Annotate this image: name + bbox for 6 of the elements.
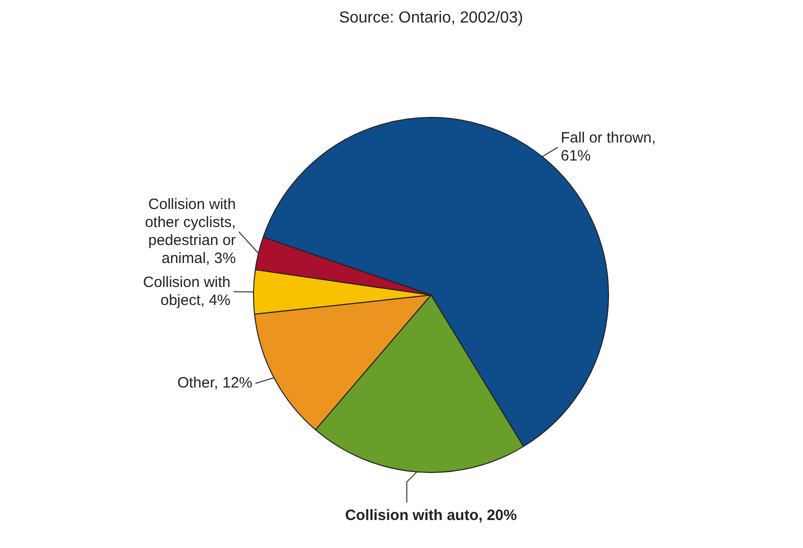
slice-label: Collision with other cyclists, pedestrian or animal, 3% (144, 196, 236, 267)
slice-label: Collision with auto, 20% (345, 507, 517, 524)
slice-label: Other, 12% (177, 374, 252, 392)
slice-label: Collision with object, 4% (142, 274, 231, 309)
chart-title: Source: Ontario, 2002/03) (338, 9, 524, 26)
slice-label: Fall or thrown, 61% (560, 129, 656, 164)
